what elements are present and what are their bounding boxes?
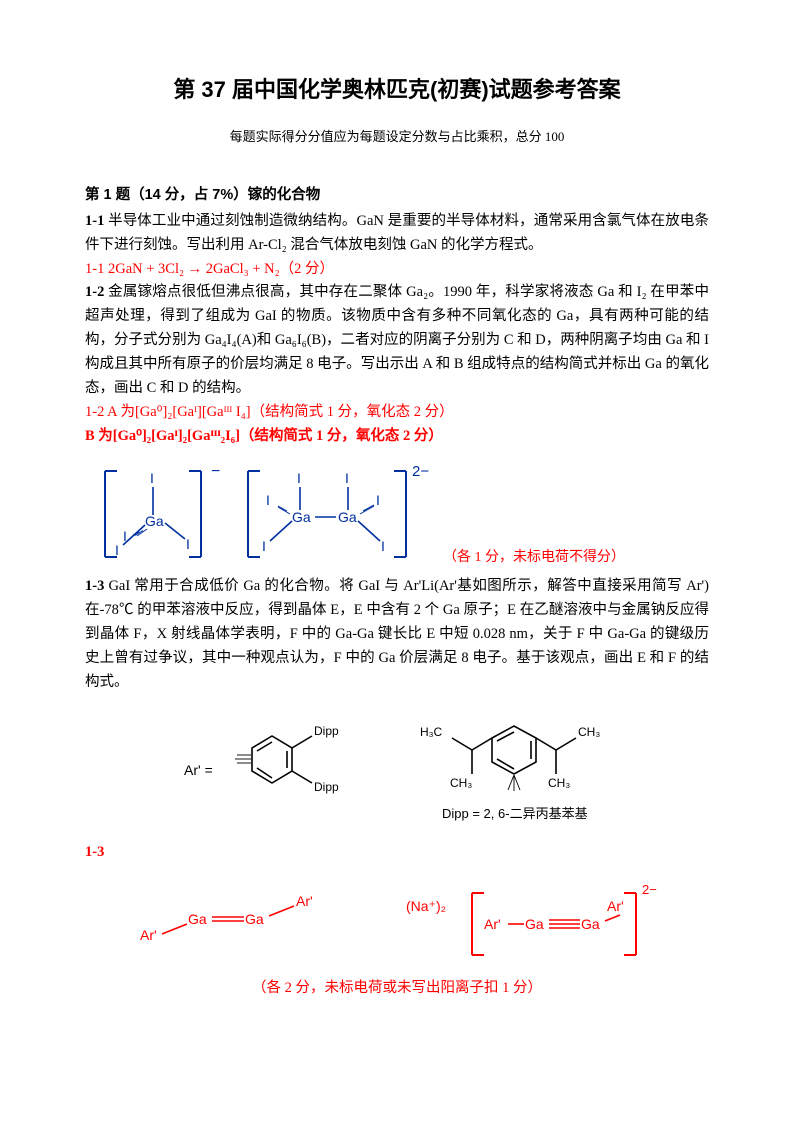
svg-text:I: I bbox=[186, 536, 190, 552]
q1-header: 第 1 题（14 分，占 7%）镓的化合物 bbox=[85, 184, 709, 208]
svg-text:I: I bbox=[115, 542, 119, 558]
svg-text:I: I bbox=[266, 492, 270, 508]
svg-text:I: I bbox=[150, 470, 154, 486]
svg-text:Ar': Ar' bbox=[607, 898, 624, 914]
svg-text:Ga: Ga bbox=[145, 513, 164, 529]
svg-text:Ga: Ga bbox=[338, 509, 357, 525]
page-title: 第 37 届中国化学奥林匹克(初赛)试题参考答案 bbox=[85, 72, 709, 108]
q1-2-label: 1-2 bbox=[85, 284, 104, 300]
q1-3-text: 1-3 GaI 常用于合成低价 Ga 的化合物。将 GaI 与 Ar'Li(Ar… bbox=[85, 575, 709, 695]
svg-text:Ar': Ar' bbox=[484, 916, 501, 932]
q1-3-label: 1-3 bbox=[85, 578, 104, 594]
svg-text:Dipp: Dipp bbox=[314, 724, 339, 738]
page-subtitle: 每题实际得分分值应为每题设定分数与占比乘积，总分 100 bbox=[85, 126, 709, 147]
svg-text:Ar' =: Ar' = bbox=[184, 762, 213, 778]
cd-caption: （各 1 分，未标电荷不得分） bbox=[443, 546, 625, 569]
q1-3-body: GaI 常用于合成低价 Ga 的化合物。将 GaI 与 Ar'Li(Ar'基如图… bbox=[85, 578, 709, 690]
q1-2-answer-a: 1-2 A 为[Ga⁰]₂[Gaᴵ][Gaᴵᴵᴵ I₄]（结构简式 1 分，氧化… bbox=[85, 401, 709, 425]
q1-1-answer: 1-1 2GaN + 3Cl₂ → 2GaCl₃ + N₂（2 分） bbox=[85, 258, 709, 282]
svg-text:H₃C: H₃C bbox=[420, 725, 443, 739]
svg-text:CH₃: CH₃ bbox=[578, 725, 600, 739]
q1-3-answer-label: 1-3 bbox=[85, 841, 709, 865]
structures-c-d: − Ga I I I I 2− Ga Ga I I I I bbox=[85, 459, 709, 569]
svg-text:I: I bbox=[262, 538, 266, 554]
svg-text:Ga: Ga bbox=[581, 916, 600, 932]
svg-text:Ga: Ga bbox=[245, 911, 264, 927]
struct-c-svg: − Ga I I I I bbox=[85, 459, 230, 569]
svg-text:Ar': Ar' bbox=[296, 893, 313, 909]
a2-line2: B 为[Ga⁰]₂[Gaᴵ]₂[Gaᴵᴵᴵ₂I₆]（结构简式 1 分，氧化态 2… bbox=[85, 428, 443, 444]
q1-1-label: 1-1 bbox=[85, 213, 104, 229]
svg-text:Dipp = 2, 6-二异丙基苯基: Dipp = 2, 6-二异丙基苯基 bbox=[442, 806, 588, 821]
svg-text:−: − bbox=[211, 463, 220, 480]
svg-text:CH₃: CH₃ bbox=[450, 776, 472, 790]
svg-text:I: I bbox=[123, 528, 127, 544]
svg-text:(Na⁺)₂: (Na⁺)₂ bbox=[406, 898, 446, 914]
q1-1-text: 1-1 半导体工业中通过刻蚀制造微纳结构。GaN 是重要的半导体材料，通常采用含… bbox=[85, 210, 709, 258]
svg-text:Ar': Ar' bbox=[140, 927, 157, 943]
ar-definition-row: Ar' = Dipp Dipp H₃C CH₃ CH₃ CH₃ Dipp = 2… bbox=[85, 708, 709, 833]
q1-1-body: 半导体工业中通过刻蚀制造微纳结构。GaN 是重要的半导体材料，通常采用含氯气体在… bbox=[85, 213, 709, 253]
svg-text:Ga: Ga bbox=[525, 916, 544, 932]
svg-text:Ga: Ga bbox=[292, 509, 311, 525]
svg-text:I: I bbox=[381, 538, 385, 554]
structures-e-f: Ar' Ga Ga Ar' (Na⁺)₂ 2− Ar' Ga Ga Ar' bbox=[85, 879, 709, 969]
svg-text:I: I bbox=[376, 492, 380, 508]
svg-text:2−: 2− bbox=[412, 463, 429, 480]
q1-2-text: 1-2 金属镓熔点很低但沸点很高，其中存在二聚体 Ga₂。1990 年，科学家将… bbox=[85, 281, 709, 401]
q1-2-answer-b: B 为[Ga⁰]₂[Gaᴵ]₂[Gaᴵᴵᴵ₂I₆]（结构简式 1 分，氧化态 2… bbox=[85, 425, 709, 449]
a1-label: 1-1 bbox=[85, 261, 104, 277]
svg-text:I: I bbox=[297, 470, 301, 486]
svg-text:Ga: Ga bbox=[188, 911, 207, 927]
ar-def-svg: Ar' = Dipp Dipp bbox=[172, 713, 342, 828]
svg-text:Dipp: Dipp bbox=[314, 780, 339, 794]
svg-text:CH₃: CH₃ bbox=[548, 776, 570, 790]
svg-text:2−: 2− bbox=[642, 882, 657, 897]
ef-caption: （各 2 分，未标电荷或未写出阳离子扣 1 分） bbox=[85, 977, 709, 1001]
svg-text:I: I bbox=[345, 470, 349, 486]
q1-2-body: 金属镓熔点很低但沸点很高，其中存在二聚体 Ga₂。1990 年，科学家将液态 G… bbox=[85, 284, 709, 396]
a1-body: 2GaN + 3Cl₂ → 2GaCl₃ + N₂（2 分） bbox=[104, 261, 334, 277]
struct-e-svg: Ar' Ga Ga Ar' bbox=[132, 884, 322, 964]
struct-d-svg: 2− Ga Ga I I I I I I bbox=[230, 459, 435, 569]
struct-f-svg: (Na⁺)₂ 2− Ar' Ga Ga Ar' bbox=[402, 879, 662, 969]
dipp-def-svg: H₃C CH₃ CH₃ CH₃ Dipp = 2, 6-二异丙基苯基 bbox=[402, 708, 622, 833]
